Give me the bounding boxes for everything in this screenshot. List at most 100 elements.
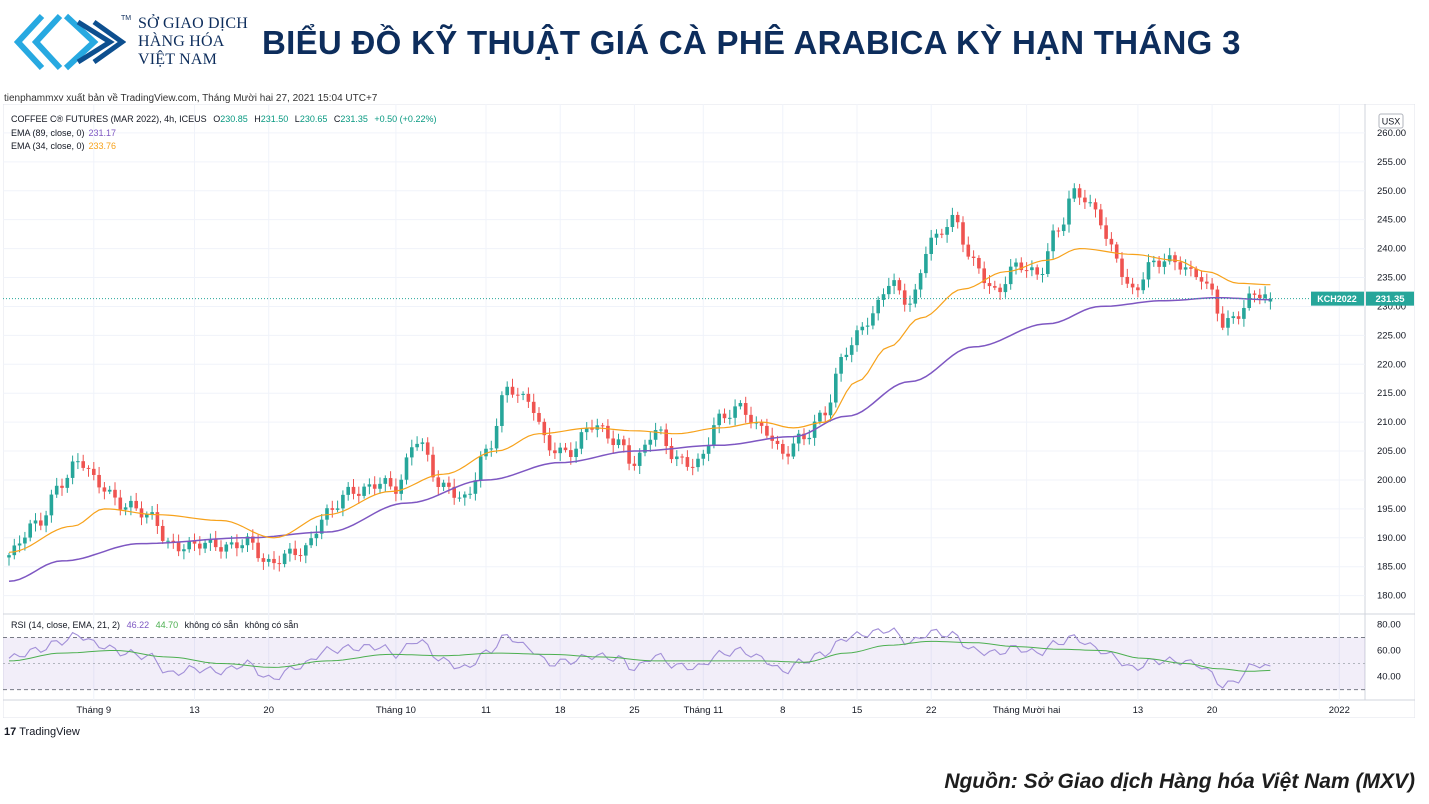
candle-body — [664, 429, 668, 446]
candle-body — [436, 477, 441, 487]
legend-high: 231.50 — [260, 114, 289, 124]
ema34-label: EMA (34, close, 0) — [11, 141, 85, 151]
currency-label: USX — [1382, 117, 1401, 127]
candle-body — [579, 432, 584, 449]
time-tick-label: 2022 — [1329, 705, 1350, 716]
candle-body — [807, 437, 812, 440]
candle-body — [378, 483, 382, 489]
candle-body — [145, 514, 149, 518]
candle-body — [203, 542, 207, 549]
logo-line-2: HÀNG HÓA — [138, 33, 225, 50]
candle-body — [102, 487, 107, 492]
candle-body — [1008, 266, 1013, 285]
candle-body — [245, 536, 250, 546]
candle-body — [86, 467, 91, 469]
candle-body — [1162, 261, 1167, 267]
candle-body — [452, 486, 456, 498]
candle-body — [616, 439, 621, 446]
candle-body — [76, 461, 80, 463]
candle-body — [176, 542, 181, 552]
rsi-tick-label: 40.00 — [1377, 672, 1401, 683]
candle-body — [39, 520, 43, 526]
candle-body — [489, 448, 494, 450]
candle-body — [388, 478, 393, 487]
candle-body — [685, 457, 690, 467]
candle-body — [680, 456, 684, 458]
time-tick-label: 20 — [263, 705, 274, 716]
candle-body — [1051, 230, 1055, 252]
price-tick-label: 210.00 — [1377, 417, 1406, 428]
candle-body — [304, 545, 308, 556]
price-tick-label: 195.00 — [1377, 504, 1406, 515]
tradingview-logo[interactable]: 17 TradingView — [4, 726, 80, 738]
time-tick-label: 20 — [1207, 705, 1218, 716]
chart-frame: 180.00 185.00 190.00 195.00 200.00 205.00 210.… — [2, 103, 1416, 719]
candle-body — [1030, 267, 1034, 271]
legend-ema34: EMA (34, close, 0) 233.76 — [11, 141, 116, 151]
time-tick-label: 11 — [481, 705, 491, 716]
candle-body — [12, 545, 17, 556]
candle-body — [818, 412, 822, 422]
candle-body — [293, 548, 297, 556]
candle-body — [1141, 279, 1145, 291]
candle-body — [70, 461, 75, 478]
candle-body — [23, 537, 27, 544]
candle-body — [1120, 258, 1124, 277]
candle-body — [288, 548, 292, 554]
candle-body — [1178, 262, 1183, 270]
candle-body — [1109, 238, 1114, 245]
legend-open-label: O — [213, 114, 221, 124]
candle-body — [537, 412, 541, 422]
candle-body — [330, 508, 335, 510]
candle-body — [1067, 198, 1071, 225]
candle-body — [166, 540, 170, 542]
candle-body — [1268, 298, 1273, 302]
price-tick-label: 235.00 — [1377, 273, 1406, 284]
candle-body — [60, 485, 64, 488]
candle-body — [425, 442, 430, 455]
candle-body — [410, 447, 414, 458]
time-tick-label: Tháng 10 — [376, 705, 416, 716]
candle-body — [272, 558, 276, 564]
candle-body — [924, 253, 928, 274]
candles-group — [7, 183, 1273, 572]
candle-body — [553, 450, 557, 454]
candle-body — [849, 345, 854, 355]
candle-body — [81, 461, 85, 468]
price-tick-label: 180.00 — [1377, 591, 1406, 602]
rsi-line — [8, 627, 1271, 689]
candle-body — [1019, 262, 1024, 271]
candle-body — [441, 482, 446, 487]
candle-body — [1258, 294, 1262, 299]
candle-body — [1263, 294, 1267, 299]
candle-body — [1210, 283, 1214, 290]
candle-body — [584, 427, 589, 433]
candle-body — [690, 466, 695, 468]
candle-body — [240, 545, 244, 549]
legend-low-label: L — [294, 114, 300, 124]
candle-body — [1056, 230, 1061, 232]
candle-body — [1189, 267, 1193, 269]
candle-body — [563, 447, 568, 451]
candle-body — [749, 414, 753, 424]
candle-body — [298, 555, 303, 557]
chart-canvas[interactable]: 180.00 185.00 190.00 195.00 200.00 205.00 210.… — [2, 103, 1416, 719]
price-tag-value: 231.35 — [1375, 294, 1405, 305]
candle-body — [1040, 273, 1045, 275]
header: TM SỞ GIAO DỊCH HÀNG HÓA VIỆT NAM BIỂU Đ… — [0, 0, 1429, 88]
candle-body — [251, 536, 255, 543]
candle-body — [1114, 244, 1119, 259]
candle-body — [987, 283, 992, 287]
price-tick-label: 205.00 — [1377, 446, 1406, 457]
rsi-na-1: không có sẵn — [184, 620, 239, 630]
candle-body — [309, 538, 313, 546]
candle-body — [367, 484, 372, 487]
candle-body — [653, 430, 658, 440]
candle-body — [351, 486, 356, 494]
candle-body — [213, 538, 218, 548]
candle-body — [266, 558, 271, 562]
candle-body — [1215, 289, 1220, 314]
candle-body — [1083, 197, 1087, 203]
candle-body — [1247, 293, 1251, 308]
candle-body — [484, 448, 488, 457]
